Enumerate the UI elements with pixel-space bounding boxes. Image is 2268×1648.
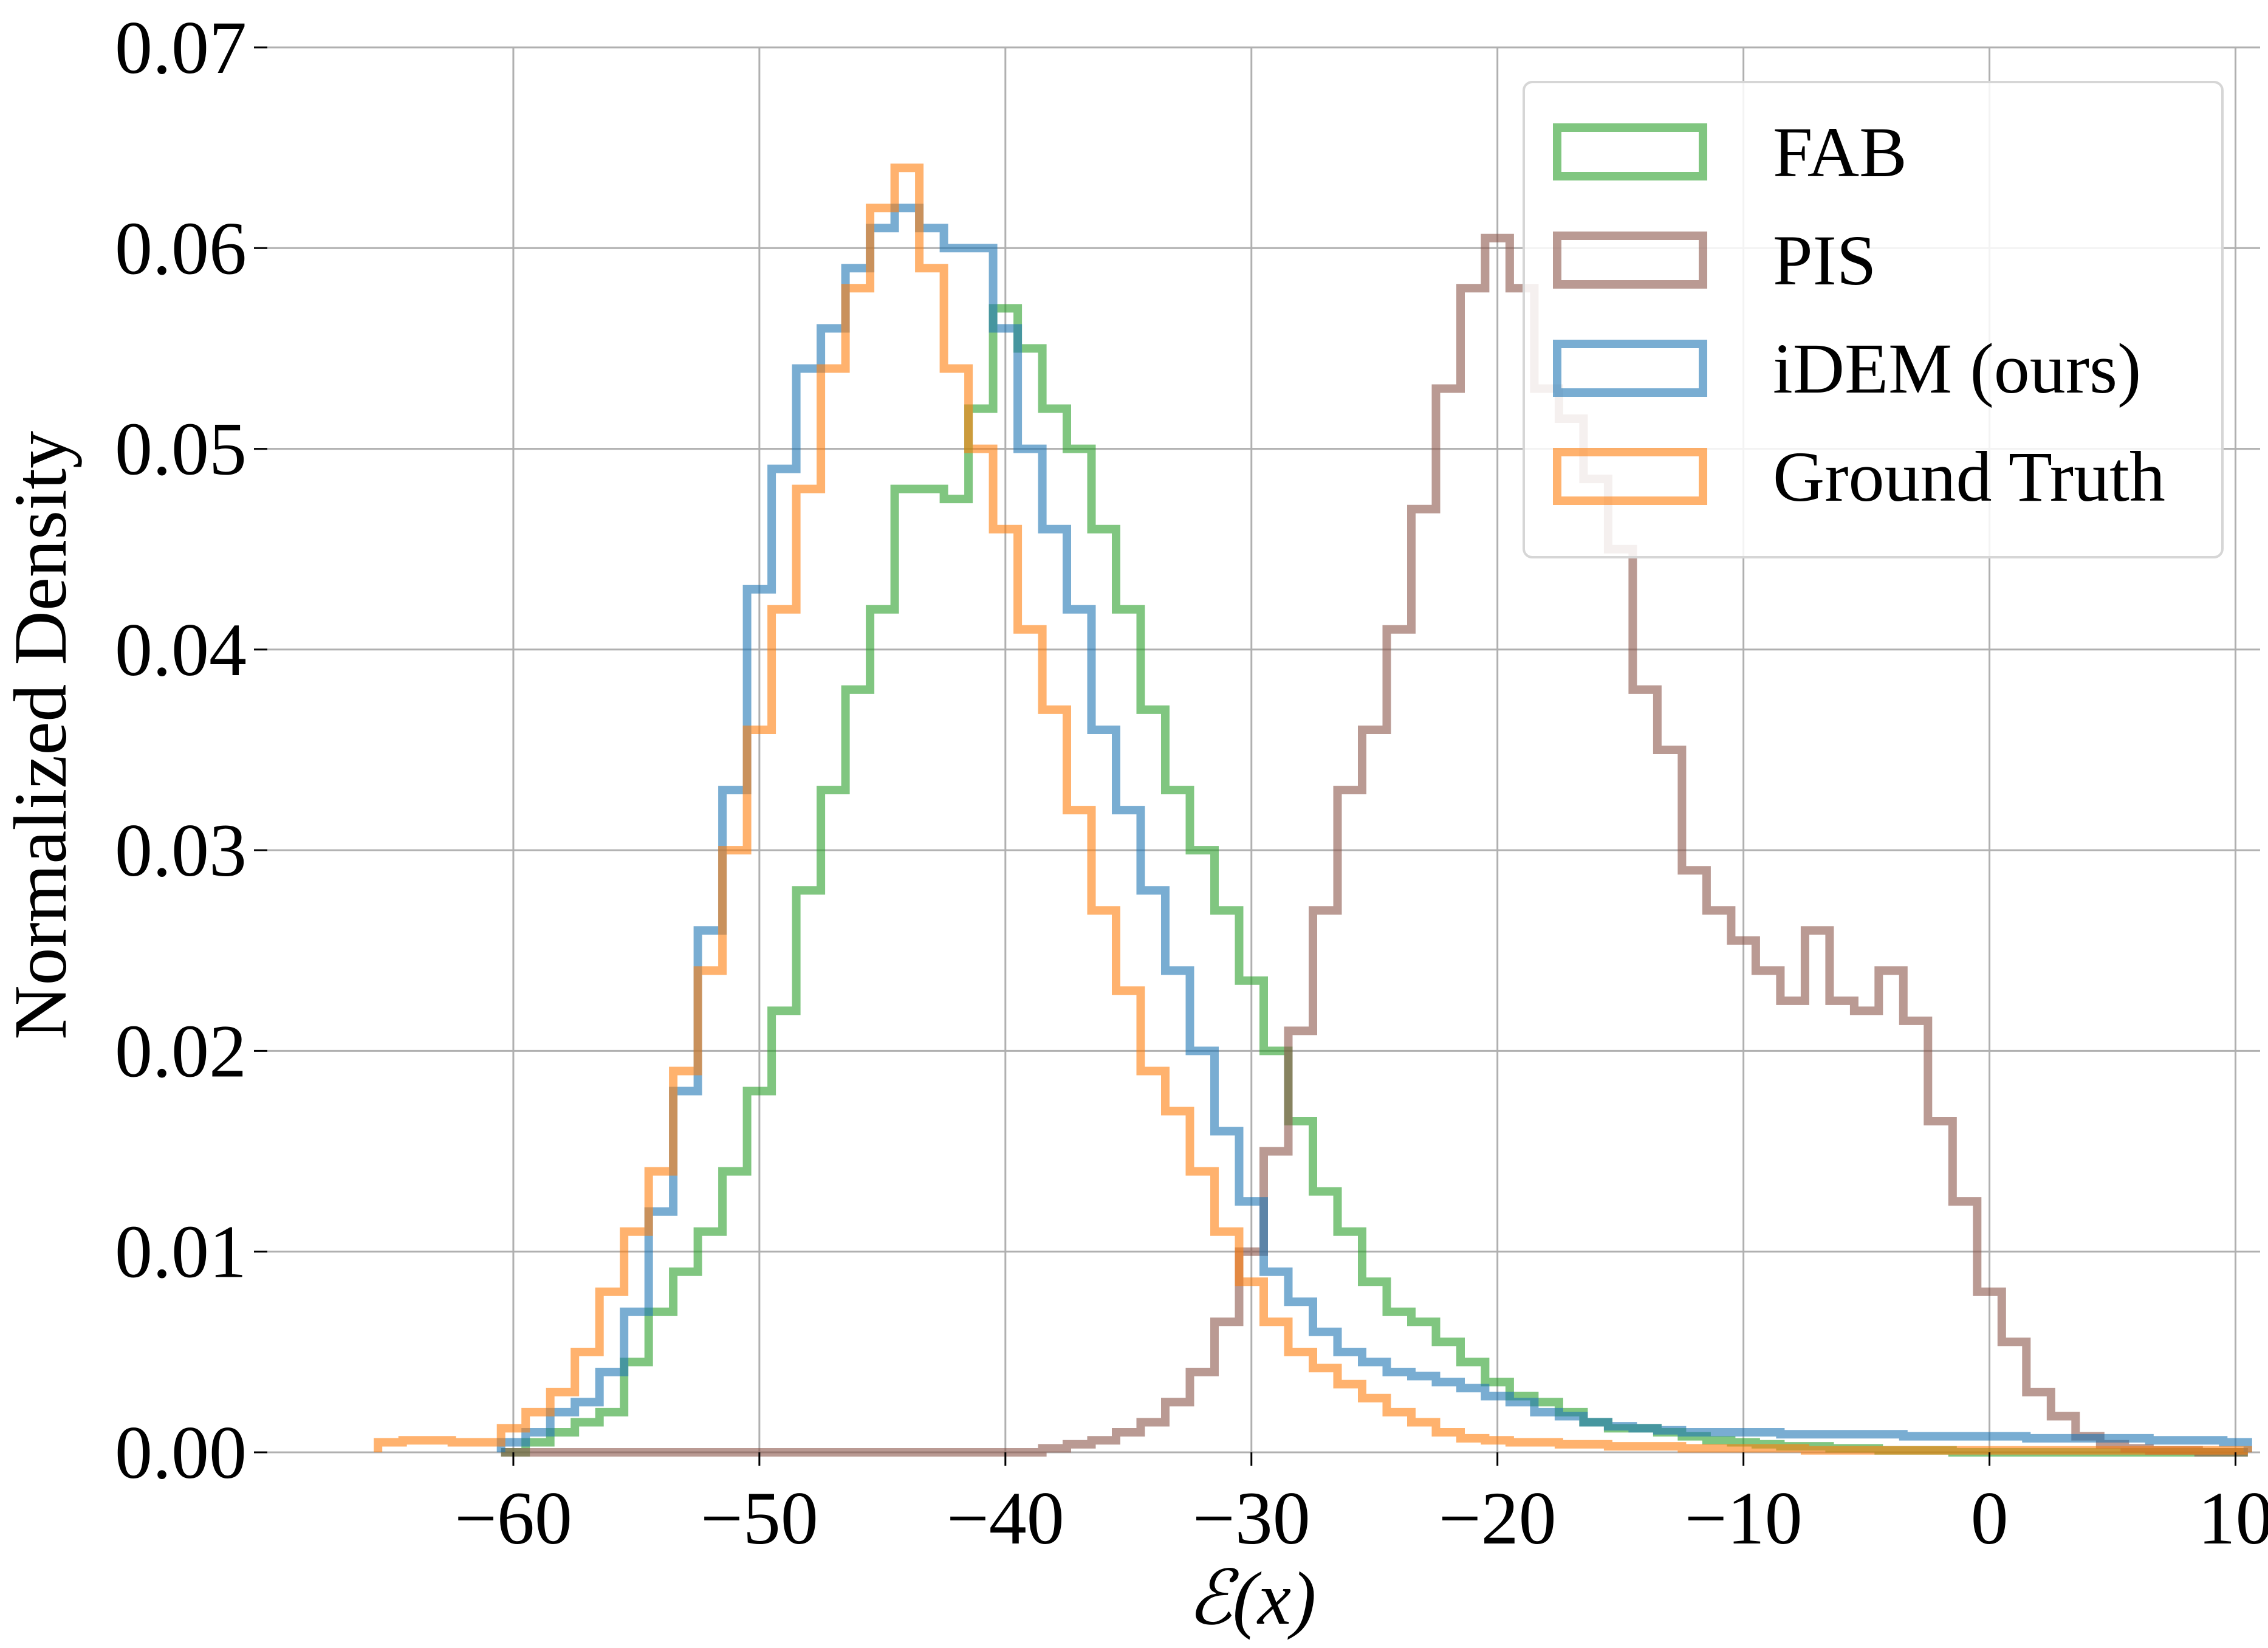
legend-frame [1523, 81, 2224, 558]
legend: FAB PIS iDEM (ours) Ground Truth [1523, 81, 2224, 558]
series-idem-ours [496, 204, 2252, 1452]
legend-label-fab: FAB [1773, 112, 1907, 192]
legend-swatch-pis [1553, 232, 1707, 289]
y-tick-label: 0.01 [115, 1210, 247, 1294]
series-ground-truth [374, 163, 2252, 1455]
y-tick-label: 0.05 [115, 408, 247, 491]
y-tick-label: 0.00 [115, 1411, 247, 1494]
y-axis-label: Normalized Density [0, 431, 82, 1040]
legend-label-ground-truth: Ground Truth [1773, 437, 2165, 517]
x-tick-label: −20 [1439, 1477, 1557, 1560]
y-tick-label: 0.02 [115, 1009, 247, 1093]
x-tick-label: −40 [947, 1477, 1064, 1560]
series-pis [501, 233, 2248, 1457]
x-tick-label: −10 [1685, 1477, 1803, 1560]
y-tick-label: 0.07 [115, 6, 247, 89]
legend-label-pis: PIS [1773, 221, 1877, 300]
x-axis-label: ℰ(x) [1187, 1557, 1317, 1640]
axis-layer: 0.00 0.01 0.02 0.03 0.04 0.05 0.06 0.07 −60 −50 −4… [115, 6, 2268, 1560]
x-tick-label: −60 [454, 1477, 572, 1560]
legend-swatch-idem-ours [1553, 340, 1707, 397]
legend-swatch-fab [1553, 123, 1707, 180]
y-tick-label: 0.04 [115, 608, 247, 692]
x-tick-label: 10 [2198, 1477, 2268, 1560]
legend-label-idem-ours: iDEM (ours) [1773, 329, 2141, 408]
x-tick-label: 0 [1971, 1477, 2009, 1560]
series-layer [374, 163, 2252, 1457]
legend-swatch-ground-truth [1553, 448, 1707, 505]
y-tick-label: 0.03 [115, 809, 247, 892]
x-tick-label: −30 [1193, 1477, 1310, 1560]
grid-layer [267, 46, 2260, 1454]
y-tick-label: 0.06 [115, 207, 247, 290]
x-tick-label: −50 [701, 1477, 818, 1560]
